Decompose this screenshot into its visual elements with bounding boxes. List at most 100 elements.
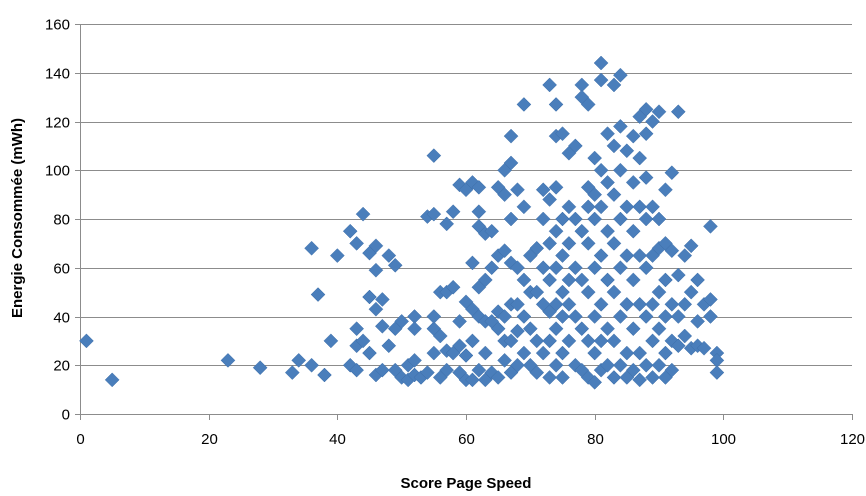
data-point <box>580 284 596 300</box>
data-point <box>555 211 570 227</box>
data-point <box>503 155 519 171</box>
data-point <box>284 365 300 380</box>
data-point <box>568 138 583 154</box>
data-point <box>465 255 480 271</box>
data-point <box>561 236 577 251</box>
data-points <box>79 55 725 390</box>
data-point <box>510 323 525 339</box>
data-point <box>593 333 609 349</box>
data-point <box>638 260 654 276</box>
data-point <box>104 372 120 388</box>
data-point <box>304 357 319 373</box>
data-point <box>696 340 712 356</box>
data-point <box>516 199 532 215</box>
x-tick-label: 100 <box>711 431 736 448</box>
data-point <box>613 357 628 373</box>
data-point <box>368 262 384 278</box>
x-tick-label: 120 <box>840 431 865 448</box>
y-tick-label: 120 <box>45 115 70 132</box>
data-point <box>638 170 654 185</box>
data-point <box>542 272 557 288</box>
data-point <box>658 345 673 361</box>
data-point <box>613 119 628 134</box>
data-point <box>362 289 377 305</box>
data-point <box>670 267 686 283</box>
data-point <box>375 318 390 334</box>
y-tick-label: 0 <box>62 407 70 424</box>
data-point <box>619 143 635 159</box>
data-point <box>593 248 609 263</box>
data-point <box>542 192 557 207</box>
data-point <box>445 204 461 220</box>
data-point <box>703 309 718 324</box>
data-point <box>625 175 641 190</box>
data-point <box>580 199 596 215</box>
data-point <box>613 260 628 276</box>
data-point <box>516 309 532 324</box>
data-point <box>484 365 500 380</box>
data-point <box>606 187 622 202</box>
data-point <box>677 328 693 344</box>
x-tick-label: 0 <box>76 431 84 448</box>
data-point <box>304 240 319 256</box>
data-point <box>580 370 596 385</box>
data-point <box>664 296 680 312</box>
data-point <box>310 287 326 302</box>
data-point <box>625 128 641 144</box>
data-point <box>561 199 577 215</box>
data-point <box>542 333 557 349</box>
data-point <box>368 238 384 254</box>
data-point <box>625 362 641 378</box>
data-point <box>522 321 538 337</box>
data-point <box>606 284 622 300</box>
data-point <box>529 333 545 349</box>
data-point <box>426 148 442 163</box>
data-point <box>574 223 590 239</box>
data-point <box>568 309 583 324</box>
data-point <box>587 150 603 166</box>
data-point <box>555 248 570 263</box>
data-point <box>651 211 667 227</box>
data-point <box>497 187 512 202</box>
data-point <box>613 67 628 83</box>
data-point <box>593 72 609 88</box>
data-point <box>445 279 461 295</box>
data-point <box>548 260 564 276</box>
data-point <box>471 362 487 378</box>
data-point <box>542 236 557 251</box>
data-point <box>484 223 500 239</box>
x-tick-label: 40 <box>329 431 346 448</box>
data-point <box>625 223 641 239</box>
data-point <box>709 365 725 380</box>
data-point <box>535 260 551 276</box>
data-point <box>548 321 564 337</box>
data-point <box>548 179 564 195</box>
data-point <box>587 260 603 276</box>
data-point <box>606 77 622 93</box>
data-point <box>664 362 680 378</box>
data-point <box>497 353 512 368</box>
data-point <box>420 365 435 380</box>
data-point <box>542 370 557 385</box>
data-point <box>79 333 94 349</box>
data-point <box>490 321 506 337</box>
data-point <box>593 162 609 178</box>
data-point <box>291 353 307 368</box>
data-point <box>632 296 648 312</box>
data-point <box>568 357 583 373</box>
data-point <box>613 211 628 227</box>
data-point <box>490 304 506 319</box>
gridlines <box>80 24 852 366</box>
data-point <box>606 333 622 349</box>
data-point <box>317 367 332 383</box>
data-point <box>619 296 635 312</box>
data-point <box>651 104 667 120</box>
data-point <box>387 257 403 273</box>
data-point <box>587 374 603 390</box>
y-tick-label: 140 <box>45 66 70 83</box>
data-point <box>465 175 480 190</box>
data-point <box>670 338 686 354</box>
data-point <box>619 199 635 215</box>
data-point <box>600 223 615 239</box>
x-tick-label: 20 <box>201 431 218 448</box>
